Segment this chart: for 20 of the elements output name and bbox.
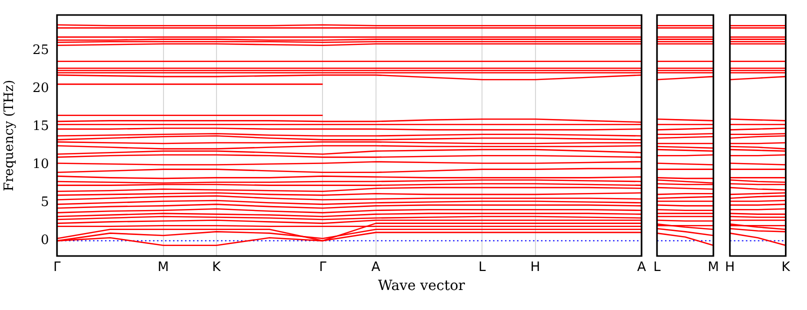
x-axis-title: Wave vector — [377, 278, 466, 294]
x-tick-label: K — [212, 260, 222, 276]
y-tick-label: 0 — [40, 233, 49, 248]
x-tick-label: A — [371, 260, 380, 276]
x-tick-label: K — [781, 260, 790, 276]
x-tick-label: H — [530, 260, 540, 276]
y-tick-label: 25 — [32, 43, 49, 58]
y-tick-label: 10 — [32, 157, 49, 172]
y-axis-title: Frequency (THz) — [2, 80, 18, 192]
x-tick-label: Γ — [53, 260, 62, 276]
x-tick-label: A — [637, 260, 646, 276]
y-tick-label: 15 — [32, 119, 49, 134]
x-tick-label: M — [158, 260, 169, 276]
x-tick-label: L — [478, 260, 487, 276]
y-tick-label: 20 — [32, 81, 49, 96]
x-tick-label: Γ — [319, 260, 328, 276]
x-tick-label: M — [708, 260, 719, 276]
x-tick-label: L — [653, 260, 662, 276]
x-tick-label: H — [724, 260, 735, 276]
y-tick-label: 5 — [40, 195, 49, 210]
